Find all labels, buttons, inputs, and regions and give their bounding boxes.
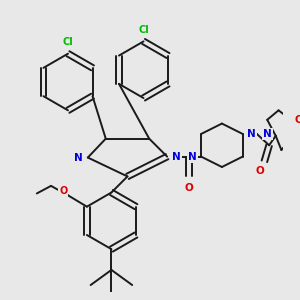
Text: O: O — [295, 115, 300, 125]
Text: O: O — [255, 166, 264, 176]
Text: Cl: Cl — [138, 25, 149, 35]
Text: N: N — [247, 129, 256, 139]
Text: Cl: Cl — [63, 38, 74, 47]
Text: N: N — [263, 129, 272, 139]
Text: O: O — [184, 183, 193, 193]
Text: N: N — [188, 152, 197, 162]
Text: N: N — [172, 152, 181, 162]
Text: N: N — [74, 153, 83, 163]
Text: O: O — [59, 186, 68, 196]
